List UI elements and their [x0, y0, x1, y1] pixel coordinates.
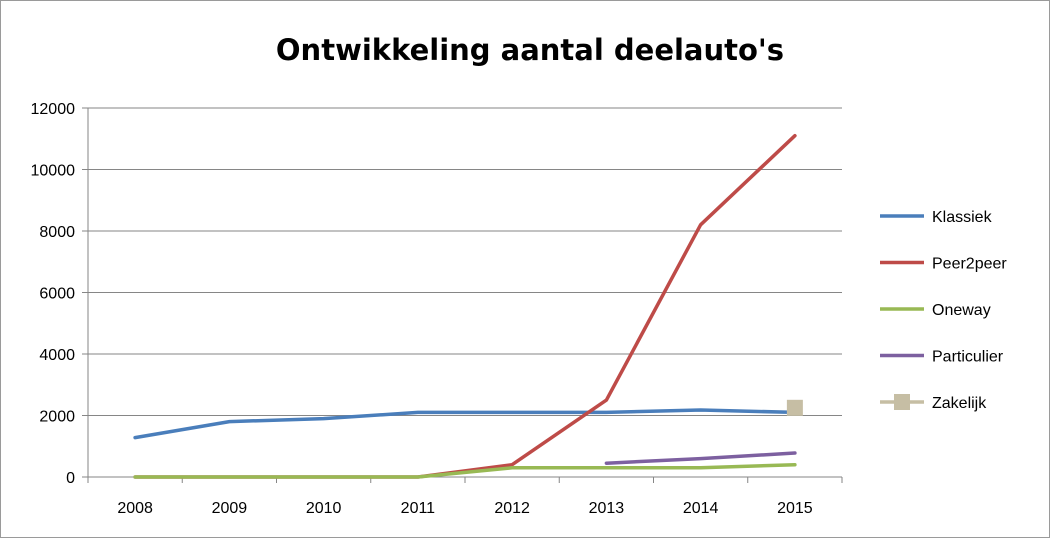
x-tick-label-2013: 2013	[589, 500, 625, 517]
legend-label-klassiek: Klassiek	[932, 209, 993, 226]
series-lines	[133, 133, 803, 479]
y-axis-tick-labels: 0 2000 4000 6000 8000 10000 12000	[31, 101, 76, 487]
data-point-zakelijk-0	[786, 399, 803, 416]
x-axis-tick-labels: 2008 2009 2010 2011 2012 2013 2014 2015	[117, 500, 812, 517]
y-tick-label-4000: 4000	[39, 347, 75, 364]
chart-title: Ontwikkeling aantal deelauto's	[275, 33, 785, 67]
legend-label-oneway: Oneway	[932, 302, 991, 319]
legend: Klassiek Peer2peer Oneway Particulier Zakeli…	[880, 209, 1007, 412]
legend-label-peer2peer: Peer2peer	[932, 256, 1007, 273]
y-tick-label-10000: 10000	[31, 163, 76, 180]
y-tick-label-12000: 12000	[31, 101, 76, 118]
legend-label-particulier: Particulier	[932, 349, 1004, 366]
series-line-klassiek	[133, 408, 797, 440]
legend-label-zakelijk: Zakelijk	[932, 395, 987, 412]
legend-marker-zakelijk	[894, 394, 910, 410]
y-tick-label-0: 0	[66, 470, 75, 487]
y-tick-label-8000: 8000	[39, 224, 75, 241]
x-tick-label-2009: 2009	[212, 500, 248, 517]
x-tick-label-2012: 2012	[494, 500, 530, 517]
y-tick-label-2000: 2000	[39, 409, 75, 426]
x-tick-label-2008: 2008	[117, 500, 153, 517]
gridlines	[88, 107, 842, 416]
x-tick-label-2014: 2014	[683, 500, 719, 517]
series-line-particulier	[604, 451, 797, 465]
series-line-peer2peer	[133, 133, 797, 479]
series-line-oneway	[133, 462, 797, 479]
x-tick-label-2010: 2010	[306, 500, 342, 517]
x-tick-label-2011: 2011	[401, 500, 436, 517]
y-tick-label-6000: 6000	[39, 286, 75, 303]
x-tick-label-2015: 2015	[777, 500, 813, 517]
